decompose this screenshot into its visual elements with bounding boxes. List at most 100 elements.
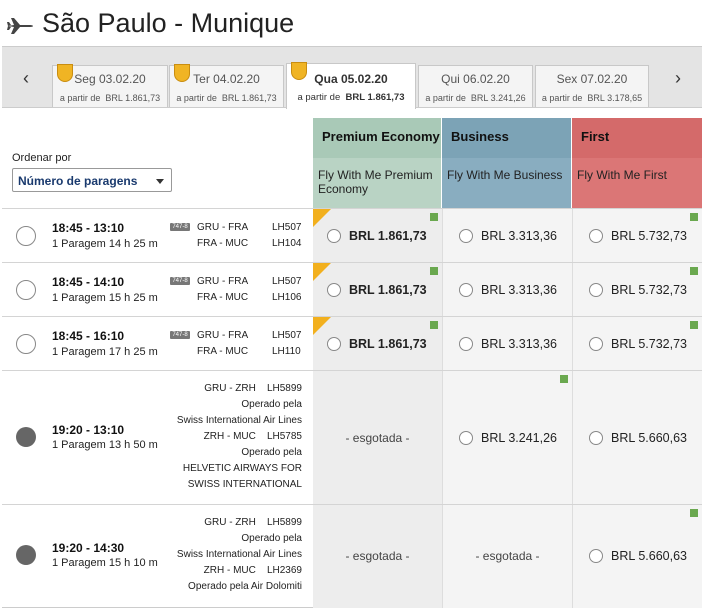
date-price: a partir de BRL 3.178,65 — [541, 93, 643, 103]
prev-dates-button[interactable]: ‹ — [23, 67, 29, 88]
segment-route: FRA - MUC — [197, 292, 249, 303]
fare-cell-business[interactable]: BRL 3.313,36 — [442, 209, 572, 262]
fare-radio[interactable] — [589, 337, 603, 351]
fare-price: BRL 5.660,63 — [611, 549, 687, 563]
date-price: a partir de BRL 1.861,73 — [297, 92, 405, 103]
fare-name-premium-economy: Fly With Me Premium Economy — [313, 158, 441, 208]
fare-cell-premium-economy[interactable]: BRL 1.861,73 — [313, 317, 442, 370]
fare-price: BRL 1.861,73 — [349, 283, 427, 297]
fare-name-first: Fly With Me First — [572, 158, 702, 208]
segment-flight: LH106 — [272, 292, 302, 303]
availability-icon — [560, 375, 568, 383]
fare-radio[interactable] — [459, 229, 473, 243]
segment-flight: LH507 — [272, 222, 302, 233]
segment-route: GRU - FRA — [197, 222, 249, 233]
segment-flight: LH104 — [272, 238, 302, 249]
operator-name: Swiss International Air Lines — [176, 549, 302, 560]
fare-cell-premium-economy[interactable]: BRL 1.861,73 — [313, 263, 442, 316]
cabin-header-premium-economy: Premium Economy — [313, 118, 441, 158]
sort-label: Ordenar por — [12, 152, 72, 164]
date-tab-selected[interactable]: Qua 05.02.20 a partir de BRL 1.861,73 — [286, 62, 416, 109]
fare-price: BRL 3.241,26 — [481, 431, 557, 445]
aircraft-badge: 747-8 — [170, 331, 190, 339]
fare-cell-business: - esgotada - — [442, 505, 572, 608]
availability-icon — [690, 267, 698, 275]
flight-row: 19:20 - 14:30 1 Paragem 15 h 10 m GRU - … — [2, 504, 702, 608]
airline-logo-icon — [16, 334, 36, 354]
fare-price: BRL 5.732,73 — [611, 229, 687, 243]
next-dates-button[interactable]: › — [675, 67, 681, 88]
fare-name-business: Fly With Me Business — [442, 158, 571, 208]
sort-dropdown[interactable]: Número de paragens — [12, 168, 172, 192]
fare-price: BRL 1.861,73 — [349, 337, 427, 351]
airplane-icon — [16, 545, 36, 565]
segment-route: GRU - FRA — [197, 276, 249, 287]
flight-row: 18:45 - 14:10 1 Paragem 15 h 25 m 747-8 … — [2, 262, 702, 316]
fare-radio[interactable] — [589, 229, 603, 243]
fare-cell-premium-economy: - esgotada - — [313, 505, 442, 608]
chevron-down-icon — [156, 179, 164, 184]
segment-flight: LH507 — [272, 276, 302, 287]
sold-out-label: - esgotada - — [475, 549, 540, 563]
date-tab[interactable]: Seg 03.02.20 a partir de BRL 1.861,73 — [52, 64, 168, 107]
fare-radio[interactable] — [459, 431, 473, 445]
flight-times: 19:20 - 14:30 — [52, 541, 125, 555]
page-title: São Paulo - Munique — [42, 8, 295, 38]
date-label: Qua 05.02.20 — [314, 72, 388, 86]
flight-times: 18:45 - 16:10 — [52, 329, 125, 343]
flight-times: 18:45 - 14:10 — [52, 275, 125, 289]
fare-radio[interactable] — [327, 229, 341, 243]
best-price-flag-icon — [313, 263, 331, 281]
fare-cell-first[interactable]: BRL 5.732,73 — [572, 209, 702, 262]
availability-icon — [430, 213, 438, 221]
date-tab[interactable]: Sex 07.02.20 a partir de BRL 3.178,65 — [535, 65, 649, 107]
fare-radio[interactable] — [589, 431, 603, 445]
fare-radio[interactable] — [459, 337, 473, 351]
flight-row: 18:45 - 16:10 1 Paragem 17 h 25 m 747-8 … — [2, 316, 702, 370]
fare-cell-first[interactable]: BRL 5.732,73 — [572, 263, 702, 316]
availability-icon — [690, 509, 698, 517]
flight-row: 19:20 - 13:10 1 Paragem 13 h 50 m GRU - … — [2, 370, 702, 504]
airplane-icon — [7, 18, 33, 34]
flight-results-table: Ordenar por Número de paragens Premium E… — [2, 108, 702, 608]
fare-price: BRL 5.732,73 — [611, 283, 687, 297]
sort-value: Número de paragens — [18, 174, 138, 188]
flight-stops: 1 Paragem 13 h 50 m — [52, 439, 158, 451]
segment-route: GRU - FRA — [197, 330, 249, 341]
fare-radio[interactable] — [589, 549, 603, 563]
fare-price: BRL 3.313,36 — [481, 337, 557, 351]
airline-logo-icon — [16, 226, 36, 246]
flight-stops: 1 Paragem 15 h 25 m — [52, 292, 158, 304]
best-price-pin-icon — [57, 64, 73, 82]
fare-cell-first[interactable]: BRL 5.660,63 — [572, 371, 702, 504]
fare-radio[interactable] — [459, 283, 473, 297]
fare-cell-business[interactable]: BRL 3.313,36 — [442, 263, 572, 316]
date-tab[interactable]: Qui 06.02.20 a partir de BRL 3.241,26 — [418, 65, 533, 107]
fare-price: BRL 5.660,63 — [611, 431, 687, 445]
fare-radio[interactable] — [327, 337, 341, 351]
airline-logo-icon — [16, 280, 36, 300]
fare-cell-business[interactable]: BRL 3.313,36 — [442, 317, 572, 370]
fare-radio[interactable] — [327, 283, 341, 297]
sold-out-label: - esgotada - — [345, 431, 410, 445]
operator-name: HELVETIC AIRWAYS FOR — [182, 463, 302, 474]
fare-radio[interactable] — [589, 283, 603, 297]
date-tab[interactable]: Ter 04.02.20 a partir de BRL 1.861,73 — [169, 64, 284, 107]
fare-cell-first[interactable]: BRL 5.732,73 — [572, 317, 702, 370]
segment-route: ZRH - MUC LH2369 — [203, 565, 302, 576]
fare-cell-premium-economy[interactable]: BRL 1.861,73 — [313, 209, 442, 262]
flight-row: 18:45 - 13:10 1 Paragem 14 h 25 m 747-8 … — [2, 208, 702, 262]
operated-by: Operado pela — [241, 399, 302, 410]
availability-icon — [690, 321, 698, 329]
fare-price: BRL 3.313,36 — [481, 283, 557, 297]
operator-name: SWISS INTERNATIONAL — [187, 479, 302, 490]
best-price-pin-icon — [174, 64, 190, 82]
segment-route: GRU - ZRH LH5899 — [204, 383, 302, 394]
fare-cell-business[interactable]: BRL 3.241,26 — [442, 371, 572, 504]
segment-route: FRA - MUC — [197, 238, 249, 249]
fare-cell-first[interactable]: BRL 5.660,63 — [572, 505, 702, 608]
operator-name: Swiss International Air Lines — [176, 415, 302, 426]
date-label: Ter 04.02.20 — [193, 72, 260, 86]
date-price: a partir de BRL 3.241,26 — [425, 93, 526, 103]
segment-flight: LH507 — [272, 330, 302, 341]
